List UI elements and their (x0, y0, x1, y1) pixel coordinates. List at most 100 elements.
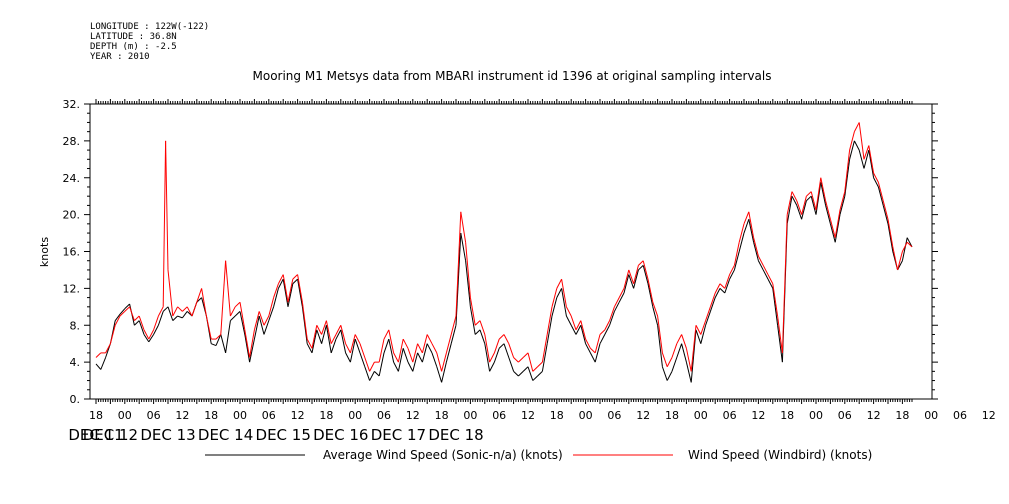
y-tick-label: 20. (63, 209, 81, 222)
series-1-segment (901, 242, 908, 252)
series-1-segment (772, 283, 779, 317)
series-0-segment (700, 325, 707, 344)
series-1-segment (681, 334, 687, 349)
legend-label-windbird: Wind Speed (Windbird) (knots) (688, 448, 872, 462)
series-0-segment (599, 334, 606, 344)
series-0-segment (167, 306, 174, 321)
series-1-segment (354, 334, 361, 344)
series-0-segment (196, 297, 202, 303)
series-0-segment (162, 306, 169, 312)
series-0-segment (460, 232, 467, 261)
x-hour-label: 18 (89, 409, 103, 422)
series-1-segment (258, 311, 265, 326)
series-1-segment (301, 302, 308, 340)
series-0-segment (609, 311, 615, 326)
series-0-segment (484, 343, 491, 372)
series-1-segment (829, 219, 836, 238)
series-1-segment (253, 311, 260, 330)
series-0-segment (604, 325, 611, 335)
plot-frame (89, 103, 933, 400)
series-0-segment (671, 357, 678, 372)
series-0-segment (724, 278, 731, 294)
series-0-segment (325, 325, 332, 353)
series-1-segment (767, 274, 774, 284)
series-0-segment (436, 366, 443, 383)
series-0-segment (777, 325, 783, 363)
x-hour-label: 12 (406, 409, 420, 422)
series-1-segment (165, 140, 169, 270)
series-0-segment (172, 315, 178, 322)
series-0-segment (844, 159, 851, 197)
series-1-segment (849, 131, 855, 151)
series-1-segment (690, 325, 697, 372)
series-0-segment (647, 283, 654, 307)
series-0-segment (618, 292, 625, 303)
series-0-segment (863, 149, 870, 169)
series-0-segment (364, 366, 371, 381)
series-1-segment (676, 334, 683, 344)
series-0-segment (359, 352, 366, 367)
series-1-segment (757, 255, 764, 266)
x-hour-label: 12 (521, 409, 535, 422)
series-1-segment (421, 334, 428, 354)
longitude-label: LONGITUDE : 122W(-122) (90, 22, 210, 32)
series-1-segment (853, 122, 860, 132)
series-1-segment (172, 306, 179, 317)
x-hour-label: 18 (780, 409, 794, 422)
series-0-segment (335, 329, 342, 340)
series-0-segment (642, 265, 649, 284)
series-0-segment (493, 348, 500, 363)
series-1-segment (417, 343, 423, 354)
series-1-segment (234, 301, 241, 308)
series-1-segment (503, 334, 510, 344)
series-0-segment (633, 269, 639, 289)
series-0-segment (311, 329, 318, 354)
depth-label: DEPTH (m) : -2.5 (90, 42, 177, 52)
series-1-segment (724, 274, 731, 289)
y-tick-label: 28. (63, 135, 81, 148)
series-1-segment (565, 306, 572, 317)
series-1-segment (436, 352, 443, 372)
series-1-segment (642, 260, 649, 280)
series-0-segment (321, 325, 327, 344)
series-1-segment (777, 315, 783, 353)
series-1-segment (652, 302, 659, 317)
series-0-segment (253, 315, 260, 340)
series-1-segment (445, 334, 452, 354)
series-1-segment (321, 320, 327, 335)
series-0-segment (345, 352, 351, 363)
series-0-segment (575, 325, 582, 335)
series-1-segment (590, 347, 596, 354)
series-1-segment (138, 315, 145, 331)
x-hour-label: 06 (953, 409, 967, 422)
series-1-segment (786, 191, 793, 215)
series-0-segment (374, 370, 380, 377)
x-day-label: DEC 11 (68, 426, 123, 444)
series-1-segment (297, 274, 303, 303)
x-hour-label: 00 (233, 409, 247, 422)
series-0-segment (412, 352, 419, 372)
x-hour-label: 18 (319, 409, 333, 422)
series-1-segment (834, 209, 841, 238)
series-1-segment (714, 283, 721, 294)
series-1-segment (460, 211, 467, 243)
series-0-segment (738, 232, 745, 252)
series-1-segment (340, 325, 347, 344)
series-0-segment (282, 279, 289, 307)
series-0-segment (829, 223, 836, 243)
x-hour-label: 00 (118, 409, 132, 422)
series-0-segment (638, 264, 644, 271)
series-1-segment (148, 329, 155, 340)
x-day-label: DEC 16 (313, 426, 368, 444)
series-1-segment (191, 302, 198, 317)
series-0-segment (153, 325, 159, 335)
series-1-segment (143, 329, 150, 340)
series-0-segment (767, 278, 774, 289)
series-1-segment (277, 274, 284, 284)
series-0-segment (733, 251, 740, 271)
y-tick-label: 32. (63, 98, 81, 111)
series-1-segment (282, 274, 289, 303)
series-0-segment (518, 370, 524, 377)
series-0 (95, 140, 913, 383)
series-1-segment (498, 334, 505, 340)
